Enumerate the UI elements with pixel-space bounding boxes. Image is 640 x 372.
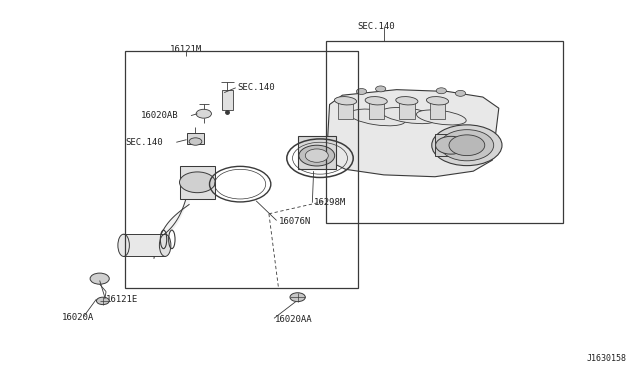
Text: SEC.140: SEC.140 (357, 22, 395, 31)
Bar (435, 134, 466, 156)
Bar (180, 166, 215, 199)
Circle shape (436, 137, 467, 154)
Text: SEC.140: SEC.140 (237, 83, 275, 92)
Bar (430, 102, 445, 119)
Circle shape (440, 130, 493, 161)
Ellipse shape (381, 108, 437, 124)
Bar (326, 41, 563, 223)
Ellipse shape (365, 97, 387, 105)
Ellipse shape (426, 97, 449, 105)
Bar (399, 102, 415, 119)
Text: 16020A: 16020A (61, 313, 93, 322)
Text: SEC.140: SEC.140 (125, 138, 163, 147)
Circle shape (299, 145, 335, 166)
Circle shape (179, 172, 215, 193)
Circle shape (290, 293, 305, 302)
Circle shape (456, 90, 466, 96)
Text: 16076N: 16076N (278, 217, 311, 226)
Text: J1630158: J1630158 (586, 354, 627, 363)
Text: 16020AB: 16020AB (141, 111, 179, 120)
Circle shape (376, 86, 386, 92)
Bar (298, 136, 336, 169)
Text: 16121M: 16121M (170, 45, 202, 54)
Ellipse shape (349, 109, 405, 126)
Circle shape (97, 297, 109, 305)
Circle shape (449, 135, 484, 155)
Circle shape (432, 125, 502, 166)
Circle shape (90, 273, 109, 284)
Polygon shape (148, 188, 189, 258)
Bar (222, 90, 232, 110)
Circle shape (189, 138, 202, 145)
Ellipse shape (396, 97, 418, 105)
Text: 16121E: 16121E (106, 295, 138, 304)
Circle shape (436, 88, 447, 94)
Text: 16020AA: 16020AA (275, 315, 313, 324)
Circle shape (305, 149, 328, 162)
Ellipse shape (417, 110, 466, 125)
Bar (338, 102, 353, 119)
Bar (369, 102, 384, 119)
Ellipse shape (335, 97, 356, 105)
Circle shape (356, 89, 367, 94)
Bar (125, 51, 358, 288)
Bar (123, 234, 166, 256)
Polygon shape (326, 90, 499, 177)
Ellipse shape (118, 234, 129, 256)
Text: 16298M: 16298M (314, 198, 346, 207)
Circle shape (196, 109, 211, 118)
Bar (186, 133, 204, 144)
Ellipse shape (159, 234, 171, 256)
